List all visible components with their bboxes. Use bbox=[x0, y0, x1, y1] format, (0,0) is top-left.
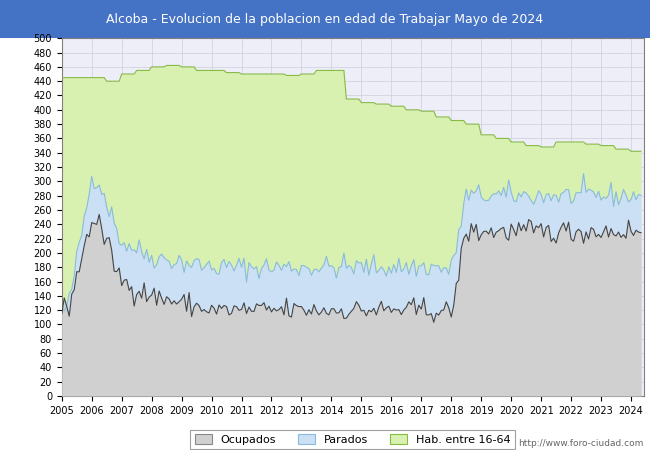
Legend: Ocupados, Parados, Hab. entre 16-64: Ocupados, Parados, Hab. entre 16-64 bbox=[190, 430, 515, 450]
Text: http://www.foro-ciudad.com: http://www.foro-ciudad.com bbox=[518, 439, 644, 448]
Text: Alcoba - Evolucion de la poblacion en edad de Trabajar Mayo de 2024: Alcoba - Evolucion de la poblacion en ed… bbox=[107, 13, 543, 26]
